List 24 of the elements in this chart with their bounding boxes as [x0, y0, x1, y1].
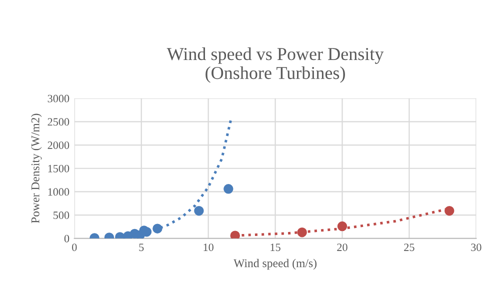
x-tick-label: 20: [337, 244, 348, 252]
x-axis-title: Wind speed (m/s): [234, 258, 316, 270]
chart-title: Wind speed vs Power Density (Onshore Turbines): [166, 47, 384, 83]
y-tick-label: 1000: [48, 188, 70, 196]
point: [224, 184, 234, 194]
y-axis-title: Power Density (W/m2): [31, 114, 42, 224]
y-tick-label: 2000: [48, 141, 70, 149]
x-tick-label: 0: [72, 244, 77, 252]
x-tick-label: 5: [139, 244, 144, 252]
point: [194, 206, 204, 216]
y-tick-label: 3000: [48, 94, 70, 102]
x-tick-label: 10: [204, 244, 214, 252]
x-tick-label: 25: [404, 244, 414, 252]
x-tick-label: 30: [471, 244, 482, 252]
point: [337, 221, 348, 232]
x-tick-label: 15: [270, 244, 280, 252]
point: [297, 227, 307, 238]
y-tick-label: 500: [54, 212, 70, 220]
point: [152, 224, 162, 234]
y-tick-label: 1500: [48, 164, 70, 172]
point: [444, 206, 454, 216]
y-tick-label: 0: [64, 234, 70, 242]
y-tick-label: 2500: [48, 118, 70, 126]
point: [230, 230, 240, 238]
